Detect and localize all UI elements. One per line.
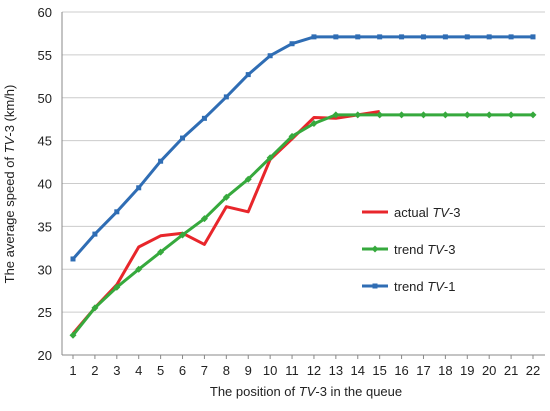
data-point bbox=[223, 94, 229, 100]
legend-marker bbox=[372, 283, 378, 289]
gridlines bbox=[62, 11, 545, 313]
x-tick-label: 15 bbox=[372, 363, 386, 378]
data-point bbox=[245, 72, 251, 78]
data-point bbox=[442, 34, 448, 40]
x-tick-label: 8 bbox=[223, 363, 230, 378]
data-point bbox=[289, 41, 295, 47]
data-point bbox=[464, 34, 470, 40]
data-point bbox=[508, 34, 514, 40]
data-point bbox=[114, 209, 120, 215]
x-tick-label: 18 bbox=[438, 363, 452, 378]
x-tick-label: 4 bbox=[135, 363, 142, 378]
data-point bbox=[91, 304, 99, 312]
x-tick-label: 2 bbox=[91, 363, 98, 378]
data-point bbox=[399, 34, 405, 40]
data-point bbox=[333, 34, 339, 40]
data-point bbox=[158, 158, 164, 164]
data-point bbox=[136, 185, 142, 191]
y-axis-title: The average speed of TV-3 (km/h) bbox=[2, 85, 17, 284]
data-point bbox=[201, 115, 207, 121]
data-point bbox=[398, 111, 406, 119]
data-point bbox=[92, 231, 98, 237]
data-point bbox=[288, 132, 296, 140]
x-tick-label: 16 bbox=[394, 363, 408, 378]
legend-item: actual TV-3 bbox=[362, 205, 461, 220]
series-group bbox=[69, 111, 537, 339]
y-tick-label: 60 bbox=[38, 5, 52, 20]
legend: actual TV-3 trend TV-3 trend TV-1 bbox=[362, 205, 461, 294]
data-point bbox=[179, 231, 187, 239]
data-point bbox=[419, 111, 427, 119]
series-line bbox=[71, 113, 533, 337]
data-point bbox=[376, 111, 384, 119]
legend-item: trend TV-1 bbox=[362, 279, 455, 294]
legend-label: trend TV-3 bbox=[394, 242, 455, 257]
x-tick-label: 3 bbox=[113, 363, 120, 378]
data-point bbox=[311, 34, 317, 40]
x-tick-label: 11 bbox=[285, 363, 299, 378]
data-point bbox=[222, 193, 230, 201]
data-point bbox=[180, 135, 186, 141]
x-tick-label: 5 bbox=[157, 363, 164, 378]
data-point bbox=[507, 111, 515, 119]
x-tick-label: 17 bbox=[416, 363, 430, 378]
x-tick-label: 7 bbox=[201, 363, 208, 378]
y-tick-label: 25 bbox=[38, 305, 52, 320]
x-tick-label: 1 bbox=[69, 363, 76, 378]
data-point bbox=[70, 256, 76, 262]
legend-label: actual TV-3 bbox=[394, 205, 461, 220]
axes bbox=[61, 12, 545, 359]
data-point bbox=[310, 119, 318, 127]
data-point bbox=[354, 111, 362, 119]
data-point bbox=[463, 111, 471, 119]
data-point bbox=[420, 34, 426, 40]
data-point bbox=[113, 283, 121, 291]
series-line bbox=[71, 35, 533, 260]
x-tick-label: 9 bbox=[245, 363, 252, 378]
x-tick-label: 21 bbox=[504, 363, 518, 378]
data-point bbox=[244, 175, 252, 183]
x-tick-label: 20 bbox=[482, 363, 496, 378]
data-point bbox=[135, 265, 143, 273]
data-point bbox=[69, 331, 77, 339]
y-tick-label: 40 bbox=[38, 177, 52, 192]
x-tick-label: 19 bbox=[460, 363, 474, 378]
legend-label: trend TV-1 bbox=[394, 279, 455, 294]
y-tick-label: 20 bbox=[38, 348, 52, 363]
legend-item: trend TV-3 bbox=[362, 242, 455, 257]
data-point bbox=[530, 34, 536, 40]
x-tick-label: 13 bbox=[329, 363, 343, 378]
series-group bbox=[70, 34, 536, 262]
series-group bbox=[71, 110, 380, 335]
y-tick-label: 35 bbox=[38, 219, 52, 234]
x-tick-labels: 1 2 3 4 5 6 7 8 9 10 11 12 13 14 15 16 17 18 19 20 21 22 bbox=[69, 363, 540, 378]
series bbox=[69, 34, 537, 339]
data-point bbox=[529, 111, 537, 119]
y-tick-labels: 20 25 30 35 40 45 50 55 60 bbox=[38, 5, 52, 363]
data-point bbox=[332, 111, 340, 119]
y-tick-label: 55 bbox=[38, 48, 52, 63]
data-point bbox=[377, 34, 383, 40]
data-point bbox=[486, 34, 492, 40]
series-line bbox=[71, 110, 380, 335]
data-point bbox=[200, 215, 208, 223]
x-tick-label: 22 bbox=[526, 363, 540, 378]
data-point bbox=[441, 111, 449, 119]
x-tick-label: 10 bbox=[263, 363, 277, 378]
data-point bbox=[355, 34, 361, 40]
x-tick-label: 6 bbox=[179, 363, 186, 378]
data-point bbox=[267, 53, 273, 59]
x-axis-title: The position of TV-3 in the queue bbox=[210, 384, 402, 399]
y-tick-label: 45 bbox=[38, 134, 52, 149]
y-tick-label: 30 bbox=[38, 262, 52, 277]
data-point bbox=[157, 248, 165, 256]
y-tick-label: 50 bbox=[38, 91, 52, 106]
x-tick-label: 14 bbox=[351, 363, 365, 378]
data-point bbox=[266, 154, 274, 162]
data-point bbox=[485, 111, 493, 119]
x-tick-label: 12 bbox=[307, 363, 321, 378]
legend-marker bbox=[371, 245, 379, 253]
